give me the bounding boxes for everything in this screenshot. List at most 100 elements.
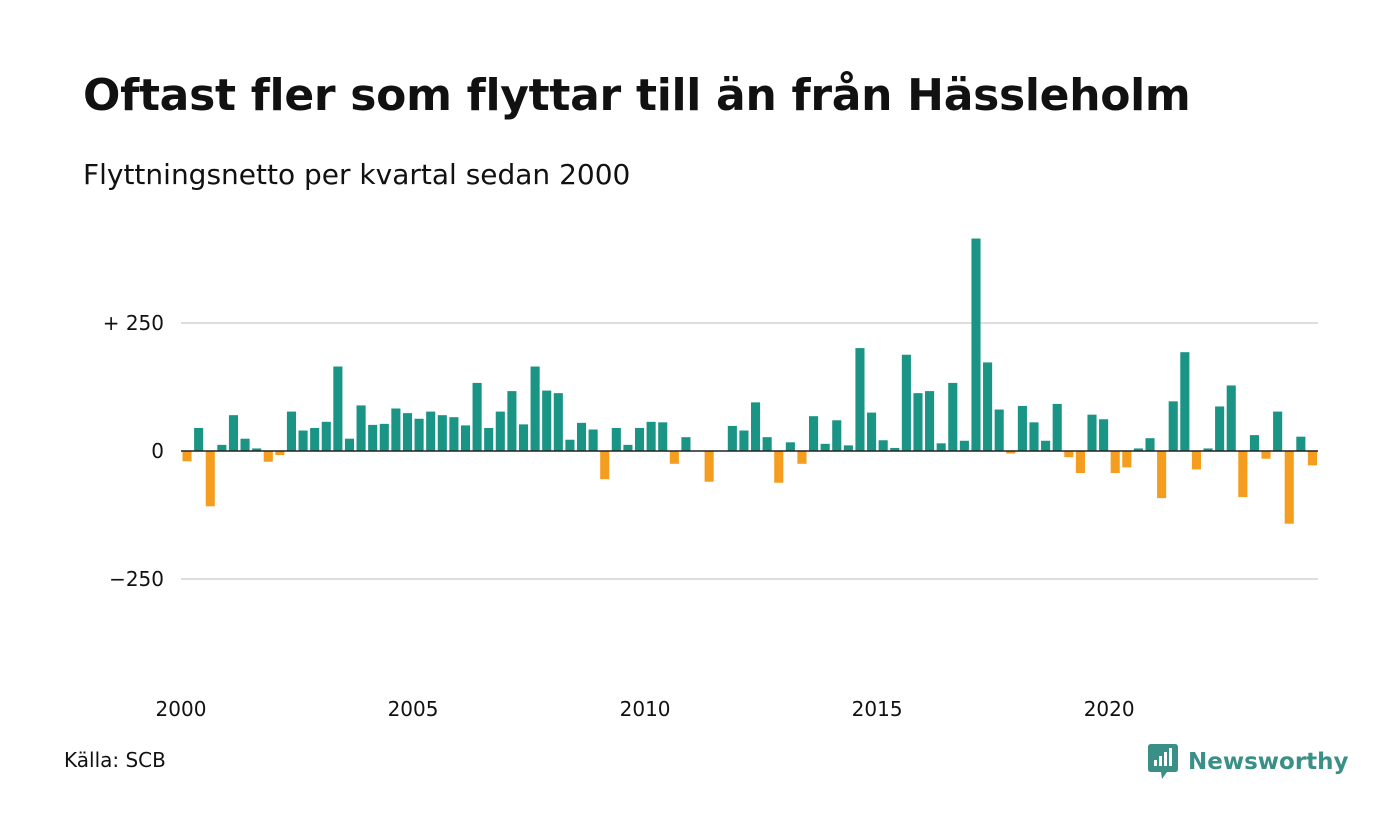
- bar: [785, 442, 795, 451]
- chart-title: Oftast fler som flyttar till än från Häs…: [83, 70, 1191, 121]
- bar: [310, 427, 320, 451]
- bar: [333, 366, 343, 451]
- bar: [948, 382, 958, 451]
- bar: [1284, 451, 1294, 524]
- bar: [484, 427, 494, 451]
- bar: [565, 439, 575, 451]
- bar: [344, 438, 355, 451]
- bar: [600, 451, 610, 480]
- brand-name: Newsworthy: [1188, 749, 1349, 775]
- bar: [1133, 448, 1143, 451]
- bar: [1064, 451, 1074, 458]
- bar: [228, 415, 239, 451]
- bar: [1052, 403, 1062, 451]
- x-tick-label: 2020: [1084, 697, 1135, 721]
- bar: [1296, 436, 1306, 451]
- bar: [356, 405, 366, 451]
- bar: [936, 443, 946, 451]
- bar: [983, 362, 993, 451]
- bar-chart: + 250 0 −250 2000 2005 2010 2015 2020: [103, 238, 1318, 721]
- bar: [1087, 414, 1097, 451]
- bar: [275, 451, 285, 456]
- bar: [774, 451, 784, 483]
- y-tick-label: −250: [109, 567, 164, 591]
- bar: [391, 408, 401, 451]
- bar: [1238, 451, 1248, 498]
- bar: [588, 429, 598, 451]
- bar: [542, 390, 552, 451]
- bar: [321, 421, 331, 451]
- bar: [1157, 451, 1167, 499]
- bar: [611, 427, 621, 451]
- bar: [797, 451, 807, 464]
- bar: [437, 415, 447, 451]
- x-tick-label: 2010: [620, 697, 671, 721]
- bar: [286, 411, 297, 451]
- bar: [576, 422, 587, 451]
- bar: [971, 238, 981, 451]
- bar: [1203, 448, 1213, 451]
- bar: [414, 418, 424, 451]
- bar: [194, 427, 204, 451]
- x-tick-label: 2005: [388, 697, 439, 721]
- bar: [1180, 352, 1190, 451]
- bar: [646, 421, 656, 451]
- bar: [901, 354, 911, 451]
- bar: [1017, 405, 1027, 451]
- bar: [623, 444, 633, 451]
- x-tick-label: 2015: [852, 697, 903, 721]
- x-tick-label: 2000: [156, 697, 207, 721]
- bar: [681, 437, 691, 451]
- bar: [1261, 451, 1271, 459]
- bar: [1168, 401, 1178, 451]
- source-note: Källa: SCB: [64, 748, 166, 772]
- bar: [240, 438, 250, 451]
- bar: [832, 420, 842, 451]
- bar: [658, 422, 668, 451]
- bar: [1249, 435, 1259, 451]
- bar: [460, 425, 471, 451]
- bar: [379, 423, 389, 451]
- y-tick-label: + 250: [103, 311, 164, 335]
- bar: [1075, 451, 1085, 474]
- bar: [913, 393, 923, 451]
- bar: [762, 437, 772, 451]
- bar: [843, 445, 853, 451]
- bar: [959, 440, 969, 451]
- bar: [1041, 440, 1051, 451]
- bar: [1307, 451, 1317, 466]
- bar: [867, 412, 877, 451]
- bar: [472, 382, 482, 451]
- bar: [1029, 422, 1039, 451]
- bar: [994, 409, 1004, 451]
- bar: [739, 430, 749, 451]
- bar: [1191, 451, 1201, 470]
- bar: [368, 424, 378, 451]
- bar: [507, 391, 517, 451]
- bar: [1145, 438, 1155, 451]
- bar: [205, 451, 215, 507]
- bar: [669, 451, 679, 464]
- bar: [855, 348, 865, 451]
- bar: [426, 411, 436, 451]
- chart-subtitle: Flyttningsnetto per kvartal sedan 2000: [83, 158, 631, 191]
- bar: [1099, 419, 1109, 451]
- newsworthy-logo: Newsworthy: [1148, 744, 1349, 780]
- bar: [820, 443, 830, 451]
- bar: [217, 444, 227, 451]
- bar: [1110, 451, 1120, 474]
- bar: [751, 402, 761, 451]
- bar: [1006, 451, 1016, 454]
- bar: [727, 425, 737, 451]
- bar: [182, 451, 192, 462]
- newsworthy-logo-icon: [1148, 744, 1178, 779]
- bar: [1226, 385, 1236, 451]
- bar: [1215, 406, 1225, 451]
- bar: [634, 427, 645, 451]
- bar: [704, 451, 714, 482]
- bar: [878, 440, 888, 451]
- bar: [252, 448, 262, 451]
- bar: [1122, 451, 1132, 468]
- bar: [298, 430, 308, 451]
- bar: [809, 416, 819, 451]
